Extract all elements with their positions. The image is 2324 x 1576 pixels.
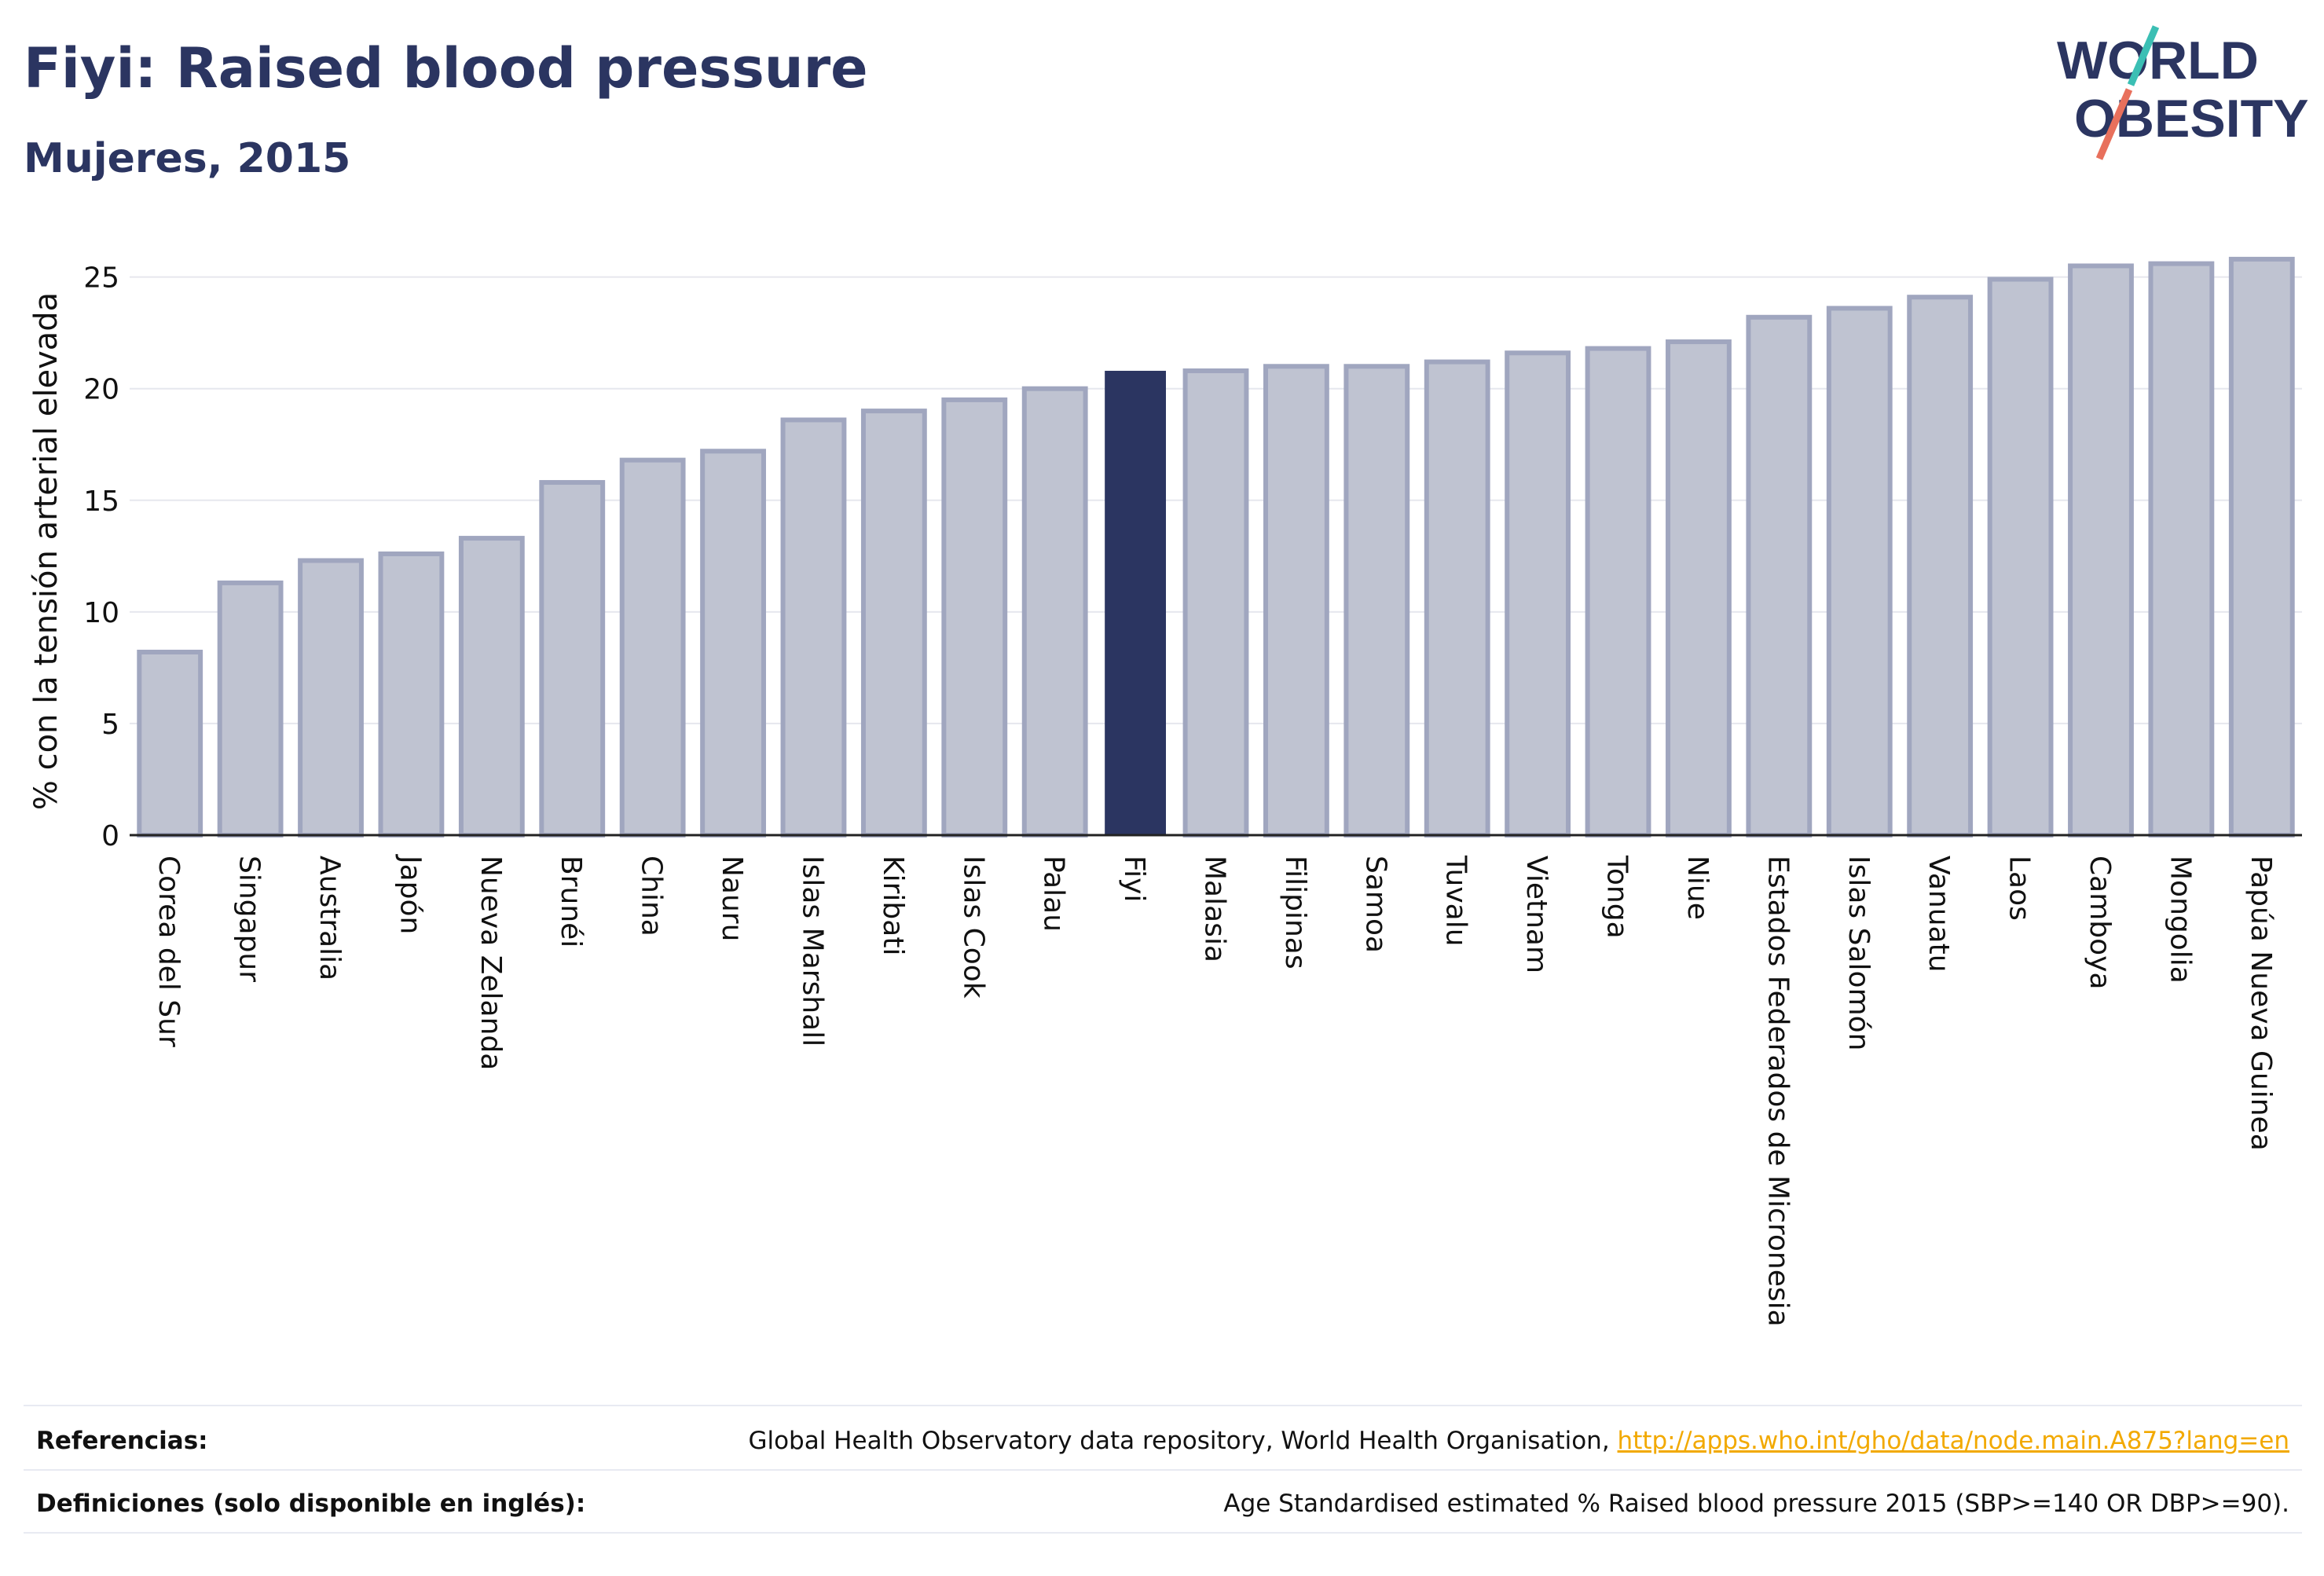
y-tick-label-20: 20 — [83, 374, 119, 406]
definitions-label: Definiciones (solo disponible en inglés)… — [36, 1490, 586, 1518]
x-tick-label-singapur: Singapur — [233, 856, 266, 982]
bar-nueva-zelanda — [458, 536, 525, 837]
bar-islas-cook — [941, 397, 1008, 838]
footer-divider-middle — [24, 1469, 2302, 1471]
bar-brun-i — [539, 480, 606, 837]
x-tick-label-vietnam: Vietnam — [1520, 856, 1552, 973]
bar-islas-marshall — [780, 417, 847, 837]
bar-corea-del-sur — [137, 649, 203, 837]
x-tick-label-tuvalu: Tuvalu — [1440, 855, 1472, 947]
bar-kiribati — [860, 409, 927, 837]
x-tick-label-corea-del-sur: Corea del Sur — [152, 856, 185, 1047]
references-link[interactable]: http://apps.who.int/gho/data/node.main.A… — [1617, 1427, 2289, 1455]
bar-singapur — [217, 580, 284, 837]
logo-slash-coral — [2095, 88, 2133, 160]
y-tick-label-10: 10 — [83, 597, 119, 629]
x-tick-label-niue: Niue — [1681, 856, 1714, 920]
bar-jap-n — [378, 551, 445, 837]
bar-niue — [1666, 339, 1732, 837]
y-tick-label-15: 15 — [83, 486, 119, 518]
references-label: Referencias: — [36, 1427, 208, 1455]
bar-vanuatu — [1907, 295, 1974, 837]
chart-subtitle: Mujeres, 2015 — [24, 135, 351, 182]
logo-slash-teal — [2127, 25, 2160, 86]
x-tick-label-islas-cook: Islas Cook — [957, 856, 989, 999]
bar-camboya — [2068, 263, 2134, 837]
footer-divider-bottom — [24, 1532, 2302, 1534]
x-tick-label-nauru: Nauru — [716, 856, 748, 941]
bar-samoa — [1343, 364, 1410, 837]
references-text: Global Health Observatory data repositor… — [748, 1427, 1618, 1455]
bar-vietnam — [1505, 350, 1571, 837]
x-tick-label-samoa: Samoa — [1359, 856, 1391, 953]
bar-estados-federados-de-micronesia — [1746, 314, 1813, 837]
x-tick-label-palau: Palau — [1038, 856, 1070, 932]
x-tick-label-mongolia: Mongolia — [2164, 856, 2196, 984]
bar-australia — [298, 558, 364, 837]
x-tick-label-brun-i: Brunéi — [555, 856, 587, 947]
bar-tuvalu — [1424, 359, 1490, 838]
y-tick-label-5: 5 — [101, 709, 119, 741]
x-tick-label-malasia: Malasia — [1199, 856, 1231, 962]
x-tick-label-jap-n: Japón — [394, 854, 426, 934]
bar-filipinas — [1263, 364, 1329, 837]
x-tick-label-pap-a-nueva-guinea: Papúa Nueva Guinea — [2245, 856, 2277, 1151]
x-tick-label-filipinas: Filipinas — [1279, 856, 1311, 969]
x-tick-label-islas-marshall: Islas Marshall — [796, 856, 828, 1046]
bar-malasia — [1182, 368, 1249, 837]
bar-laos — [1987, 277, 2054, 837]
bar-tonga — [1585, 346, 1651, 837]
x-tick-label-china: China — [636, 856, 668, 936]
y-axis-label: % con la tensión arterial elevada — [28, 292, 64, 810]
bar-mongolia — [2148, 261, 2215, 837]
bar-pap-a-nueva-guinea — [2228, 256, 2295, 837]
x-tick-label-islas-salom-n: Islas Salomón — [1842, 856, 1875, 1050]
world-obesity-logo: WORLD OBESITY — [2057, 25, 2309, 160]
x-tick-label-fiyi: Fiyi — [1118, 856, 1150, 902]
x-tick-label-laos: Laos — [2003, 856, 2036, 921]
definitions-value: Age Standardised estimated % Raised bloo… — [1223, 1490, 2289, 1518]
x-tick-label-estados-federados-de-micronesia: Estados Federados de Micronesia — [1761, 856, 1794, 1327]
bar-nauru — [700, 449, 766, 837]
chart-title: Fiyi: Raised blood pressure — [24, 36, 868, 101]
bar-chart: 0 5 10 15 20 25 % con la tensión arterial elev… — [28, 256, 2302, 1327]
y-tick-label-25: 25 — [83, 262, 119, 295]
x-tick-label-kiribati: Kiribati — [877, 856, 909, 955]
x-tick-label-camboya: Camboya — [2084, 856, 2116, 990]
x-tick-label-vanuatu: Vanuatu — [1923, 856, 1955, 973]
footer-divider-top — [24, 1405, 2302, 1406]
bar-china — [619, 457, 686, 837]
logo-line1: WORLD — [2057, 31, 2259, 90]
bar-fiyi — [1105, 370, 1167, 835]
x-tick-label-tonga: Tonga — [1601, 855, 1633, 939]
references-value: Global Health Observatory data repositor… — [748, 1427, 2289, 1455]
bar-islas-salom-n — [1826, 306, 1893, 838]
y-tick-label-0: 0 — [101, 820, 119, 852]
x-tick-label-nueva-zelanda: Nueva Zelanda — [475, 856, 507, 1070]
x-tick-label-australia: Australia — [313, 856, 346, 980]
bar-palau — [1021, 386, 1088, 837]
